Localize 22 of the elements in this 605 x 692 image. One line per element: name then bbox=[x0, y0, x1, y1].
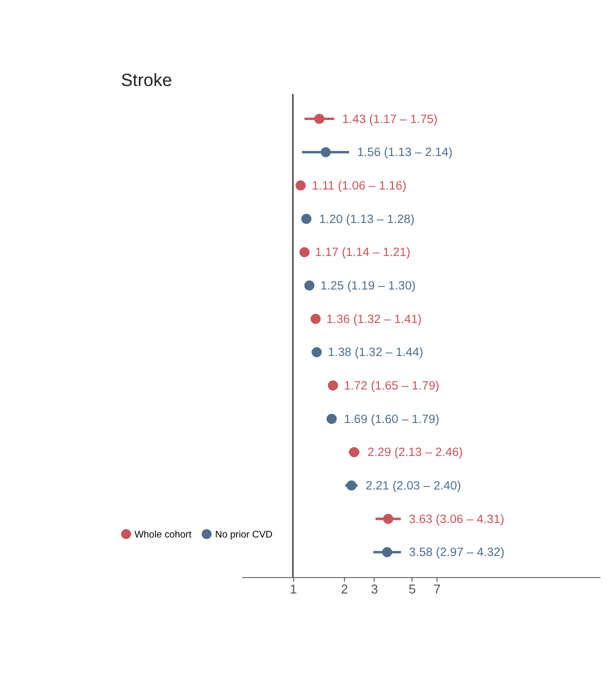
data-label: 1.11 (1.06 – 1.16) bbox=[312, 178, 406, 193]
data-label: 3.63 (3.06 – 4.31) bbox=[408, 512, 504, 526]
legend-label: Whole cohort bbox=[134, 529, 192, 540]
data-label: 1.25 (1.19 – 1.30) bbox=[320, 278, 416, 293]
data-label: 1.69 (1.60 – 1.79) bbox=[344, 412, 440, 426]
data-label: 1.36 (1.32 – 1.41) bbox=[326, 312, 422, 326]
data-label: 1.17 (1.14 – 1.21) bbox=[315, 245, 410, 260]
x-tick-label: 5 bbox=[408, 582, 416, 597]
legend-label: No prior CVD bbox=[215, 529, 273, 540]
data-label: 1.43 (1.17 – 1.75) bbox=[342, 112, 438, 126]
data-label: 1.56 (1.13 – 2.14) bbox=[357, 145, 453, 160]
data-label: 1.72 (1.65 – 1.79) bbox=[344, 378, 440, 393]
x-tick-label: 1 bbox=[290, 582, 297, 597]
x-tick-label: 2 bbox=[340, 582, 348, 597]
data-label: 1.38 (1.32 – 1.44) bbox=[328, 345, 424, 360]
data-label: 2.21 (2.03 – 2.40) bbox=[366, 478, 461, 493]
data-label: 3.58 (2.97 – 4.32) bbox=[409, 545, 504, 560]
x-tick-label: 7 bbox=[433, 582, 441, 597]
data-label: 1.20 (1.13 – 1.28) bbox=[319, 212, 415, 226]
x-tick-label: 3 bbox=[370, 582, 378, 597]
chart-title: Stroke bbox=[120, 70, 172, 90]
data-label: 2.29 (2.13 – 2.46) bbox=[367, 445, 463, 460]
